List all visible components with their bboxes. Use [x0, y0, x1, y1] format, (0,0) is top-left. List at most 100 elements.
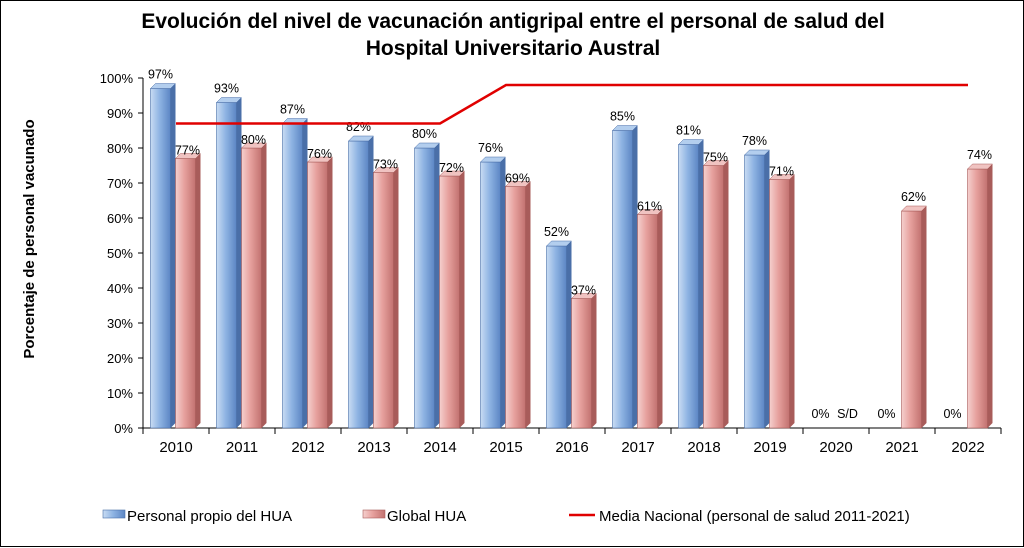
y-tick-label: 70% — [107, 176, 133, 191]
bar-global-hua-2021 — [901, 210, 922, 429]
bar-personal-propio-del-hua-2011 — [216, 102, 237, 429]
bar-global-hua-2016 — [571, 298, 592, 429]
chart-title-line-2: Hospital Universitario Austral — [366, 37, 660, 60]
bar-side-global-hua-2021 — [921, 206, 927, 428]
bar-side-personal-propio-del-hua-2019 — [764, 150, 770, 428]
bar-personal-propio-del-hua-2015 — [480, 161, 501, 429]
data-label-personal-propio-del-hua-2014: 80% — [412, 127, 437, 141]
legend-label-personal-propio-del-hua: Personal propio del HUA — [127, 508, 292, 525]
data-label-personal-propio-del-hua-2018: 81% — [676, 124, 701, 138]
data-label-personal-propio-del-hua-2017: 85% — [610, 110, 635, 124]
bar-personal-propio-del-hua-2018 — [678, 144, 699, 429]
y-tick-label: 10% — [107, 386, 133, 401]
x-tick-label-2016: 2016 — [555, 439, 588, 456]
data-label-personal-propio-del-hua-2020: 0% — [811, 407, 829, 421]
bar-global-hua-2014 — [439, 175, 460, 429]
bar-side-global-hua-2017 — [657, 209, 663, 428]
data-label-personal-propio-del-hua-2010: 97% — [148, 68, 173, 82]
bar-side-personal-propio-del-hua-2012 — [302, 118, 308, 428]
x-tick-label-2010: 2010 — [159, 439, 192, 456]
data-label-global-hua-2012: 76% — [307, 147, 332, 161]
bar-global-hua-2015 — [505, 186, 526, 429]
x-tick-label-2022: 2022 — [951, 439, 984, 456]
data-label-personal-propio-del-hua-2019: 78% — [742, 134, 767, 148]
bar-personal-propio-del-hua-2014 — [414, 147, 435, 429]
bar-side-global-hua-2011 — [261, 143, 267, 428]
bar-global-hua-2013 — [373, 172, 394, 429]
legend-swatch-personal-propio-del-hua — [102, 509, 126, 519]
legend-swatch-global-hua — [362, 509, 386, 519]
data-label-global-hua-2010: 77% — [175, 144, 200, 158]
data-label-global-hua-2015: 69% — [505, 172, 530, 186]
bar-side-personal-propio-del-hua-2010 — [170, 83, 176, 428]
data-label-global-hua-2019: 71% — [769, 165, 794, 179]
bar-global-hua-2011 — [241, 147, 262, 429]
data-label-personal-propio-del-hua-2013: 82% — [346, 120, 371, 134]
x-tick-label-2018: 2018 — [687, 439, 720, 456]
bar-side-global-hua-2010 — [195, 153, 201, 428]
bar-side-global-hua-2014 — [459, 171, 465, 428]
y-tick-label: 20% — [107, 351, 133, 366]
data-label-personal-propio-del-hua-2015: 76% — [478, 141, 503, 155]
bar-personal-propio-del-hua-2010 — [150, 88, 171, 429]
data-label-personal-propio-del-hua-2011: 93% — [214, 82, 239, 96]
bar-global-hua-2012 — [307, 161, 328, 429]
legend-label-media-nacional-personal-de-salud-2011-2021: Media Nacional (personal de salud 2011-2… — [599, 508, 910, 525]
data-label-personal-propio-del-hua-2021: 0% — [877, 407, 895, 421]
y-tick-label: 80% — [107, 141, 133, 156]
data-label-global-hua-2020: S/D — [837, 407, 858, 421]
bar-side-global-hua-2018 — [723, 160, 729, 428]
y-tick-label: 50% — [107, 246, 133, 261]
bar-personal-propio-del-hua-2017 — [612, 130, 633, 429]
x-tick-label-2012: 2012 — [291, 439, 324, 456]
bar-side-global-hua-2013 — [393, 167, 399, 428]
chart-title-line-1: Evolución del nivel de vacunación antigr… — [141, 10, 884, 33]
x-tick-label-2013: 2013 — [357, 439, 390, 456]
data-label-global-hua-2011: 80% — [241, 133, 266, 147]
bar-personal-propio-del-hua-2012 — [282, 123, 303, 429]
y-tick-label: 100% — [100, 71, 134, 86]
data-label-personal-propio-del-hua-2012: 87% — [280, 103, 305, 117]
x-tick-label-2017: 2017 — [621, 439, 654, 456]
x-tick-label-2021: 2021 — [885, 439, 918, 456]
bar-personal-propio-del-hua-2013 — [348, 140, 369, 429]
bar-side-personal-propio-del-hua-2013 — [368, 136, 374, 428]
data-label-global-hua-2016: 37% — [571, 284, 596, 298]
data-label-global-hua-2021: 62% — [901, 190, 926, 204]
bar-global-hua-2010 — [175, 158, 196, 429]
bar-side-global-hua-2015 — [525, 181, 531, 428]
bar-global-hua-2022 — [967, 168, 988, 429]
bar-side-personal-propio-del-hua-2015 — [500, 157, 506, 428]
data-label-global-hua-2013: 73% — [373, 158, 398, 172]
bar-side-personal-propio-del-hua-2017 — [632, 125, 638, 428]
legend: Personal propio del HUA Global HUA Media N… — [102, 508, 910, 525]
line-media-nacional-personal-de-salud-2011-2021 — [176, 83, 968, 125]
bar-side-global-hua-2019 — [789, 174, 795, 428]
bar-side-personal-propio-del-hua-2018 — [698, 139, 704, 428]
legend-label-global-hua: Global HUA — [387, 508, 466, 525]
bar-side-personal-propio-del-hua-2011 — [236, 97, 242, 428]
bar-side-personal-propio-del-hua-2014 — [434, 143, 440, 428]
bar-side-personal-propio-del-hua-2016 — [566, 241, 572, 428]
bar-side-global-hua-2016 — [591, 293, 597, 428]
bar-side-global-hua-2012 — [327, 157, 333, 428]
data-label-global-hua-2014: 72% — [439, 161, 464, 175]
data-label-global-hua-2018: 75% — [703, 151, 728, 165]
y-tick-label: 30% — [107, 316, 133, 331]
y-tick-label: 0% — [114, 421, 133, 436]
data-label-global-hua-2022: 74% — [967, 148, 992, 162]
x-tick-label-2011: 2011 — [226, 439, 258, 456]
x-tick-label-2019: 2019 — [753, 439, 786, 456]
bar-global-hua-2018 — [703, 165, 724, 429]
x-tick-label-2015: 2015 — [489, 439, 522, 456]
bar-global-hua-2019 — [769, 179, 790, 429]
bar-personal-propio-del-hua-2016 — [546, 245, 567, 429]
x-tick-label-2014: 2014 — [423, 439, 456, 456]
x-tick-label-2020: 2020 — [819, 439, 852, 456]
data-label-global-hua-2017: 61% — [637, 200, 662, 214]
y-axis-title: Porcentaje de personal vacunado — [21, 119, 38, 358]
y-tick-label: 40% — [107, 281, 133, 296]
y-tick-label: 60% — [107, 211, 133, 226]
